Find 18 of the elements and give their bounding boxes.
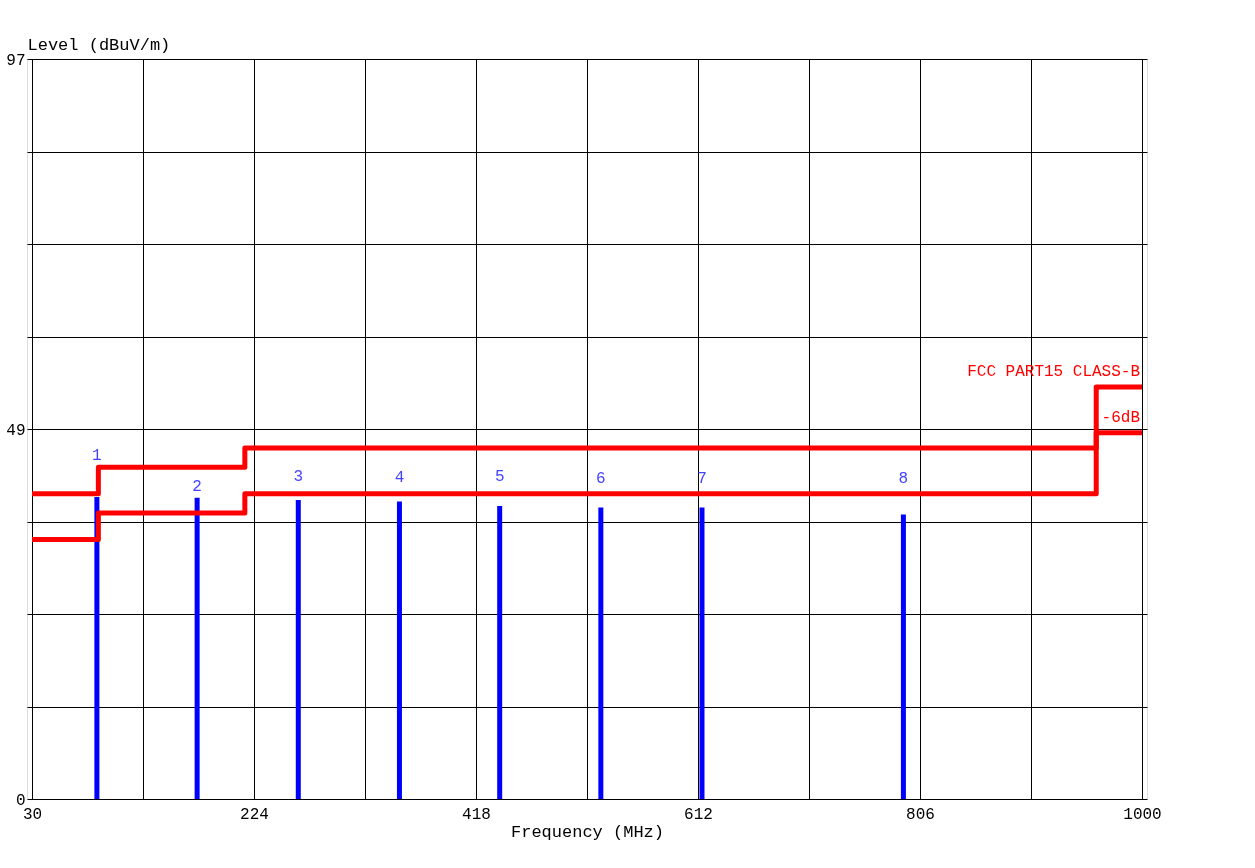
annotation: 5	[494, 468, 505, 487]
x-axis-title: Frequency (MHz)	[510, 822, 665, 842]
annotation: 6	[596, 469, 606, 488]
x-tick-label: 806	[906, 805, 935, 824]
annotation: 2	[192, 477, 202, 496]
y-axis-title: Level (dBuV/m)	[27, 35, 171, 55]
x-tick-label: 30	[22, 805, 43, 824]
y-tick-label: 97	[6, 51, 26, 70]
annotation: 3	[293, 467, 304, 486]
x-tick-label: 418	[462, 805, 491, 824]
series-label: -6dB	[1101, 408, 1140, 427]
annotation: 8	[898, 470, 909, 489]
annotation: 4	[394, 469, 405, 488]
y-tick-label: 49	[6, 421, 26, 440]
x-tick-label: 612	[684, 805, 713, 824]
annotation: 1	[92, 446, 102, 465]
x-tick-label: 224	[240, 805, 269, 824]
x-tick-label: 1000	[1123, 805, 1162, 824]
